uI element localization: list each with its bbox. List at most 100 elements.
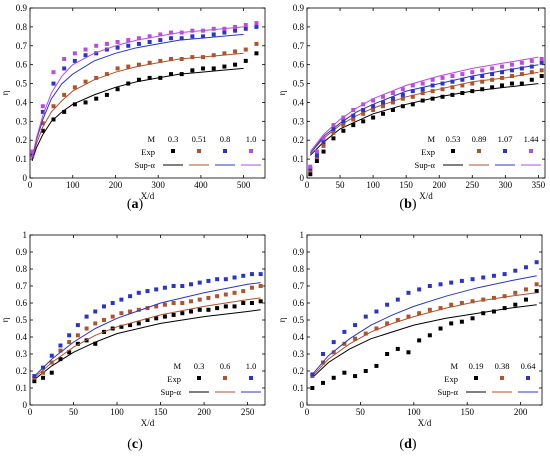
legend-exp-marker <box>526 376 530 380</box>
caption-paren-open: ( <box>127 437 132 452</box>
exp-marker <box>101 318 106 322</box>
exp-marker <box>509 74 514 78</box>
exp-marker <box>126 81 131 86</box>
exp-marker <box>126 64 131 69</box>
exp-marker <box>427 333 432 338</box>
exp-marker <box>211 32 216 37</box>
exp-marker <box>215 277 220 282</box>
legend-value: 1.0 <box>246 361 257 371</box>
exp-marker <box>83 53 88 58</box>
exp-marker <box>206 278 211 283</box>
exp-marker <box>314 153 319 158</box>
exp-marker <box>371 104 376 109</box>
x-tick-label: 250 <box>241 407 255 417</box>
legend-exp-marker <box>477 149 481 153</box>
series-a-M1.0 <box>30 21 259 158</box>
exp-marker <box>72 102 77 107</box>
exp-marker <box>147 75 152 80</box>
exp-marker <box>158 32 163 37</box>
exp-marker <box>395 318 400 322</box>
exp-marker <box>241 289 246 294</box>
exp-marker <box>83 47 88 52</box>
exp-marker <box>460 83 465 88</box>
y-tick-label: 0.1 <box>293 383 304 393</box>
exp-marker <box>459 301 464 305</box>
legend-model-label: Sup-α <box>134 160 155 170</box>
exp-marker <box>481 275 486 280</box>
exp-marker <box>201 34 206 39</box>
exp-marker <box>223 304 228 309</box>
exp-marker <box>136 62 141 67</box>
exp-marker <box>84 326 89 331</box>
y-tick-label: 0.5 <box>16 315 28 325</box>
y-tick-label: 0 <box>300 400 305 410</box>
exp-marker <box>169 72 173 77</box>
y-tick-label: 0.6 <box>16 298 28 308</box>
exp-marker <box>363 314 368 319</box>
exp-marker <box>427 284 432 288</box>
y-tick-label: 0.4 <box>293 97 305 107</box>
exp-marker <box>93 321 98 326</box>
legend-value: 0.3 <box>194 361 205 371</box>
exp-marker <box>363 369 368 373</box>
exp-marker <box>410 102 415 107</box>
legend-exp-marker <box>474 376 478 380</box>
exp-marker <box>460 72 465 77</box>
series-b-M1.07 <box>308 60 544 171</box>
exp-marker <box>385 352 390 356</box>
exp-marker <box>381 111 386 116</box>
x-tick-label: 100 <box>407 407 421 417</box>
exp-marker <box>331 136 336 141</box>
exp-marker <box>523 287 528 292</box>
exp-marker <box>342 329 347 334</box>
exp-marker <box>179 36 184 41</box>
caption-paren-close: ) <box>412 437 417 452</box>
exp-marker <box>119 311 124 316</box>
exp-marker <box>51 70 56 75</box>
exp-marker <box>40 104 45 109</box>
exp-marker <box>420 81 425 86</box>
exp-marker <box>206 307 211 312</box>
x-tick-label: 50 <box>336 180 346 190</box>
exp-marker <box>438 306 443 311</box>
exp-marker <box>502 294 507 299</box>
exp-marker <box>93 341 98 346</box>
exp-marker <box>249 272 254 277</box>
exp-marker <box>128 323 133 328</box>
exp-marker <box>162 314 167 319</box>
exp-marker <box>94 43 99 48</box>
exp-marker <box>539 68 544 73</box>
legend-value: 0.8 <box>220 134 231 144</box>
exp-marker <box>513 290 518 295</box>
legend-value: 0.3 <box>168 134 179 144</box>
exp-marker <box>136 290 141 295</box>
exp-marker <box>30 149 35 154</box>
exp-marker <box>519 72 524 77</box>
y-tick-label: 0.7 <box>293 41 305 51</box>
exp-marker <box>136 321 141 326</box>
exp-marker <box>249 301 254 305</box>
exp-marker <box>67 340 72 345</box>
exp-marker <box>154 304 159 309</box>
series-a-M0.8 <box>30 24 259 160</box>
legend-exp-marker <box>197 149 201 153</box>
exp-marker <box>509 81 514 86</box>
exp-marker <box>241 301 246 305</box>
exp-marker <box>490 77 495 82</box>
exp-marker <box>72 58 77 63</box>
exp-marker <box>128 294 133 299</box>
exp-marker <box>211 26 216 31</box>
model-curve <box>34 297 261 379</box>
chart-panel-d: 0 50 100 150 200 0 0.1 0.2 0.3 0.4 0.5 0.6 0.7 0.8 0.9… <box>277 230 543 452</box>
exp-marker <box>491 295 496 300</box>
y-tick-label: 0.7 <box>16 41 28 51</box>
exp-marker <box>179 72 184 77</box>
exp-marker <box>427 307 432 312</box>
exp-marker <box>233 24 238 29</box>
exp-marker <box>308 164 313 169</box>
exp-marker <box>410 83 415 88</box>
exp-marker <box>417 287 422 292</box>
exp-marker <box>353 374 358 379</box>
exp-marker <box>189 282 194 287</box>
exp-marker <box>361 108 366 112</box>
